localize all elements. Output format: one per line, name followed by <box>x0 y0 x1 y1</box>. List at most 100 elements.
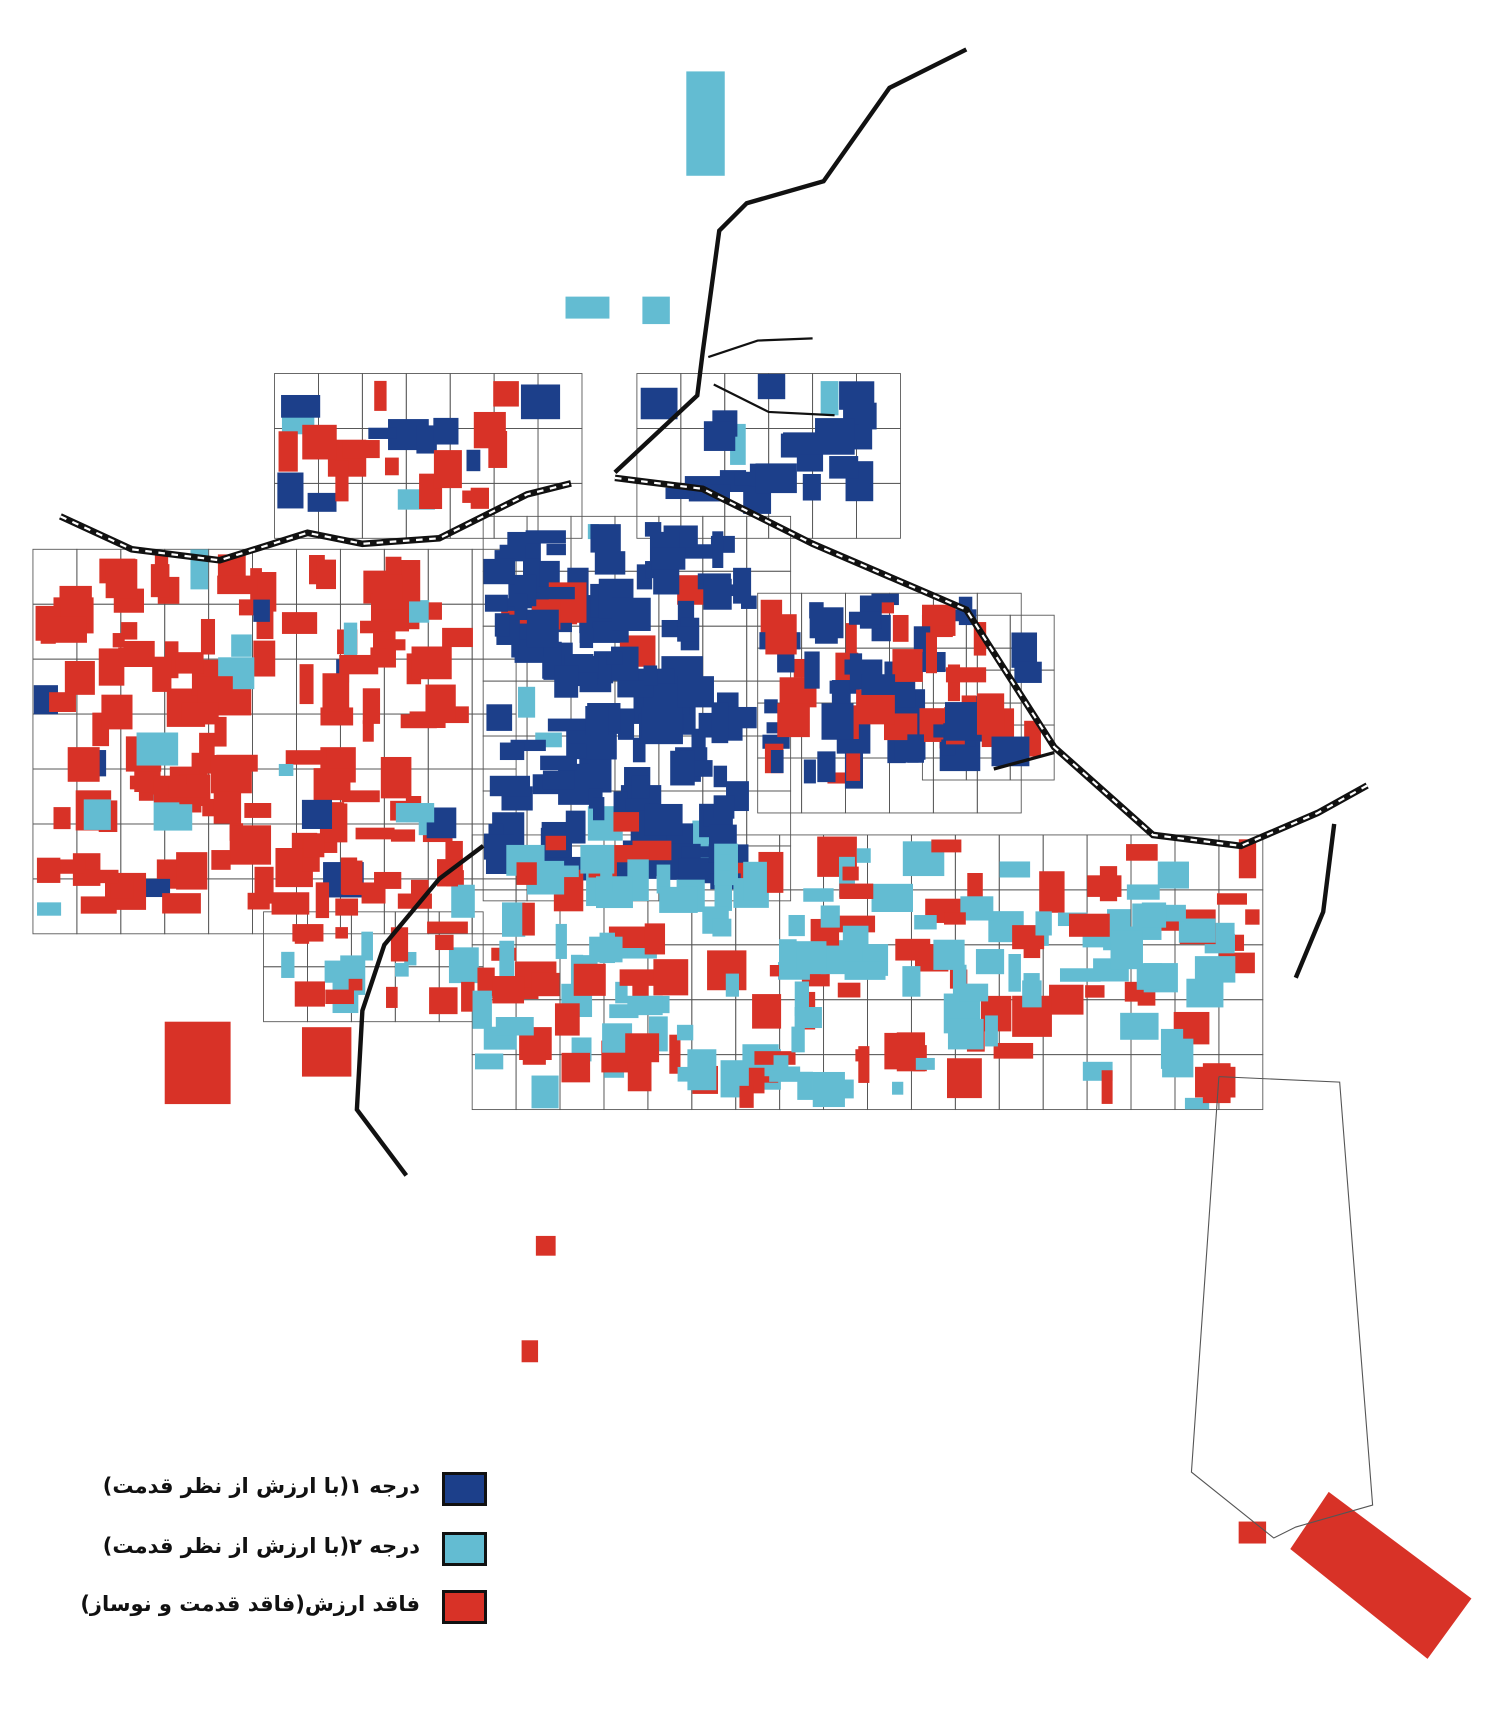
grade-1-building <box>514 593 528 621</box>
grade-1-building <box>520 384 561 420</box>
building-footprints <box>33 71 1472 1659</box>
grade-2-building <box>892 1081 904 1095</box>
no-value-building <box>67 747 100 782</box>
no-value-building <box>374 380 387 411</box>
grade-2-building <box>1186 978 1224 1008</box>
grade-1-building <box>590 731 617 760</box>
grade-2-building <box>656 864 671 894</box>
no-value-building <box>294 981 325 1007</box>
legend-item-no-value: فاقد ارزش(فاقد قدمت و نوساز) <box>60 1590 490 1630</box>
no-value-building <box>435 934 454 951</box>
east-road <box>1293 823 1337 979</box>
grade-2-building <box>797 1071 813 1100</box>
no-value-building <box>348 978 363 991</box>
grade-1-building <box>651 547 686 570</box>
grade-2-building <box>769 1066 801 1082</box>
no-value-building <box>442 627 473 648</box>
no-value-building <box>522 902 535 936</box>
grade-1-building <box>802 473 821 501</box>
no-value-building <box>1126 844 1158 861</box>
no-value-building <box>335 927 348 939</box>
no-value-building <box>53 616 87 643</box>
no-value-building <box>993 1042 1034 1059</box>
grade-2-building <box>975 949 1005 975</box>
no-value-building <box>176 852 208 890</box>
no-value-building <box>313 768 351 801</box>
no-value-building <box>292 924 324 942</box>
no-value-building <box>362 720 374 742</box>
grade-1-swatch <box>442 1472 487 1506</box>
grade-1-building <box>540 755 577 771</box>
no-value-building <box>935 625 953 638</box>
grade-2-building <box>561 865 579 878</box>
no-value-building <box>613 845 637 863</box>
grade-1-building <box>871 593 899 606</box>
grade-1-building <box>644 803 683 836</box>
no-value-building <box>302 424 337 460</box>
northeast-spur-1 <box>707 337 813 359</box>
grade-2-building <box>902 966 921 997</box>
grade-2-building <box>1157 861 1189 889</box>
grade-2-building <box>1022 980 1042 1008</box>
no-value-building <box>1238 1521 1267 1544</box>
grade-2-building <box>448 947 479 984</box>
no-value-building <box>470 487 489 509</box>
grade-1-building <box>676 544 715 559</box>
grade-1-building <box>606 651 623 665</box>
parcel <box>746 790 792 847</box>
no-value-building <box>342 860 363 895</box>
no-value-building <box>846 753 861 781</box>
no-value-building <box>325 989 354 1005</box>
no-value-building <box>384 457 399 476</box>
no-value-building <box>1068 913 1110 937</box>
no-value-building <box>1087 875 1122 897</box>
grade-2-building <box>343 622 358 664</box>
grade-1-building <box>594 551 626 575</box>
no-value-building <box>49 692 76 712</box>
grade-1-building <box>757 373 786 400</box>
grade-1-building <box>612 597 651 631</box>
no-value-building <box>944 912 966 925</box>
no-value-building <box>341 790 380 803</box>
no-value-building <box>625 1033 660 1063</box>
no-value-building <box>390 927 409 962</box>
grade-2-building <box>1110 930 1143 970</box>
no-value-building <box>339 654 379 675</box>
no-value-building <box>355 827 395 840</box>
no-value-building <box>380 756 412 799</box>
east-spur <box>993 750 1055 771</box>
grade-1-building <box>368 427 397 439</box>
legend-label: فاقد ارزش(فاقد قدمت و نوساز) <box>80 1592 420 1616</box>
no-value-building <box>1049 984 1084 1015</box>
no-value-building <box>175 652 204 674</box>
grade-1-building <box>507 598 519 622</box>
grade-1-building <box>538 586 575 600</box>
grade-2-building <box>472 990 492 1029</box>
main-road-west-inner <box>59 482 572 562</box>
no-value-building <box>561 1052 591 1083</box>
no-value-building <box>855 1049 868 1062</box>
grade-1-building <box>546 543 566 556</box>
no-value-building <box>217 575 258 595</box>
no-value-building <box>428 602 442 620</box>
grade-1-building <box>542 770 575 790</box>
grade-2-building <box>947 1018 984 1050</box>
grade-1-building <box>861 674 896 695</box>
grade-2-building <box>773 1055 789 1068</box>
grade-1-building <box>831 680 851 710</box>
grade-1-building <box>301 799 333 829</box>
grade-1-building <box>253 599 270 622</box>
parcel <box>856 482 901 539</box>
no-value-building <box>278 431 298 472</box>
grade-2-building <box>725 973 739 997</box>
no-value-building <box>374 871 402 889</box>
grade-2-building <box>743 861 767 901</box>
no-value-building <box>253 640 276 677</box>
grade-1-building <box>713 795 735 819</box>
grade-2-building <box>820 905 840 928</box>
parcel <box>1218 999 1264 1056</box>
no-value-building <box>36 857 61 883</box>
north-road <box>613 47 968 475</box>
grade-2-building <box>844 961 886 980</box>
legend-item-grade-2: درجه ۲(با ارزش از نظر قدمت) <box>60 1532 490 1572</box>
